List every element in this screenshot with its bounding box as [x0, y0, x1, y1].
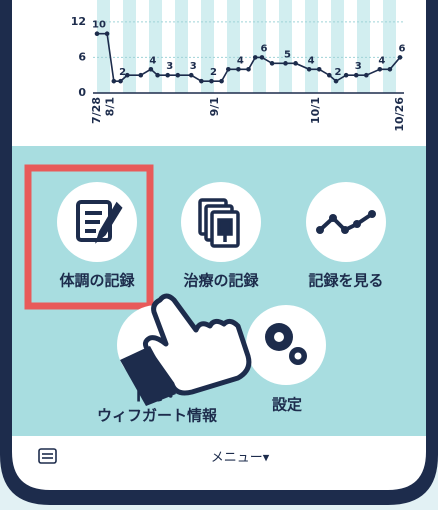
app-screen: 06127/288/19/110/110/26102433246542346 体…	[0, 0, 438, 510]
stripe	[97, 0, 110, 93]
data-label: 4	[149, 55, 156, 66]
data-label: 2	[335, 67, 342, 78]
point	[334, 79, 339, 84]
point	[149, 67, 154, 72]
data-label: 3	[355, 61, 362, 72]
point	[378, 67, 383, 72]
point	[155, 73, 160, 78]
point	[253, 55, 258, 60]
page: {"chart_data": {"type": "line", "x": ["7…	[0, 0, 438, 510]
stripe	[357, 0, 370, 93]
point	[246, 67, 251, 72]
point	[388, 67, 393, 72]
stripe	[279, 0, 292, 93]
point	[293, 61, 298, 66]
point	[270, 61, 275, 66]
data-label: 3	[166, 61, 173, 72]
y-tick-label: 6	[78, 50, 86, 63]
menu-label: 治療の記録	[183, 272, 259, 290]
point	[364, 73, 369, 78]
point	[398, 55, 403, 60]
x-tick-label: 9/1	[208, 97, 221, 116]
data-label: 4	[308, 55, 315, 66]
data-label: 6	[399, 43, 406, 54]
point	[118, 79, 123, 84]
icon-clipboard	[200, 200, 238, 246]
x-tick-label: 7/28	[90, 97, 103, 124]
menu-label: 記録を見る	[308, 272, 383, 290]
point	[317, 67, 322, 72]
menu-toggle[interactable]: メニュー▾	[211, 451, 270, 466]
point	[176, 73, 181, 78]
point	[283, 61, 288, 66]
stripe	[305, 0, 318, 93]
data-label: 3	[190, 61, 197, 72]
point	[165, 73, 170, 78]
y-tick-label: 12	[71, 15, 86, 28]
stripe	[175, 0, 188, 93]
point	[219, 79, 224, 84]
point	[95, 31, 100, 36]
data-label: 5	[284, 49, 291, 60]
point	[260, 55, 265, 60]
point	[209, 79, 214, 84]
point	[307, 67, 312, 72]
point	[138, 73, 143, 78]
point	[236, 67, 241, 72]
data-label: 2	[119, 67, 126, 78]
x-tick-label: 10/1	[309, 97, 322, 124]
stripe	[227, 0, 240, 93]
point	[199, 79, 204, 84]
menu-label: ウィフガート情報	[97, 407, 218, 425]
x-tick-label: 10/26	[393, 97, 406, 132]
point	[344, 73, 349, 78]
stripe	[123, 0, 136, 93]
y-tick-label: 0	[78, 86, 86, 99]
data-label: 4	[378, 55, 385, 66]
data-label: 10	[92, 20, 106, 31]
x-tick-label: 8/1	[103, 97, 116, 116]
stripe	[383, 0, 396, 93]
menu-label: 設定	[272, 396, 302, 414]
menu-label: 体調の記録	[59, 272, 135, 290]
data-label: 2	[210, 67, 217, 78]
stripe	[149, 0, 162, 93]
point	[105, 31, 110, 36]
point	[327, 73, 332, 78]
menu-button[interactable]	[306, 182, 386, 262]
point	[125, 73, 130, 78]
point	[226, 67, 231, 72]
point	[189, 73, 194, 78]
data-label: 4	[237, 55, 244, 66]
data-label: 6	[260, 43, 267, 54]
point	[354, 73, 359, 78]
point	[112, 79, 117, 84]
